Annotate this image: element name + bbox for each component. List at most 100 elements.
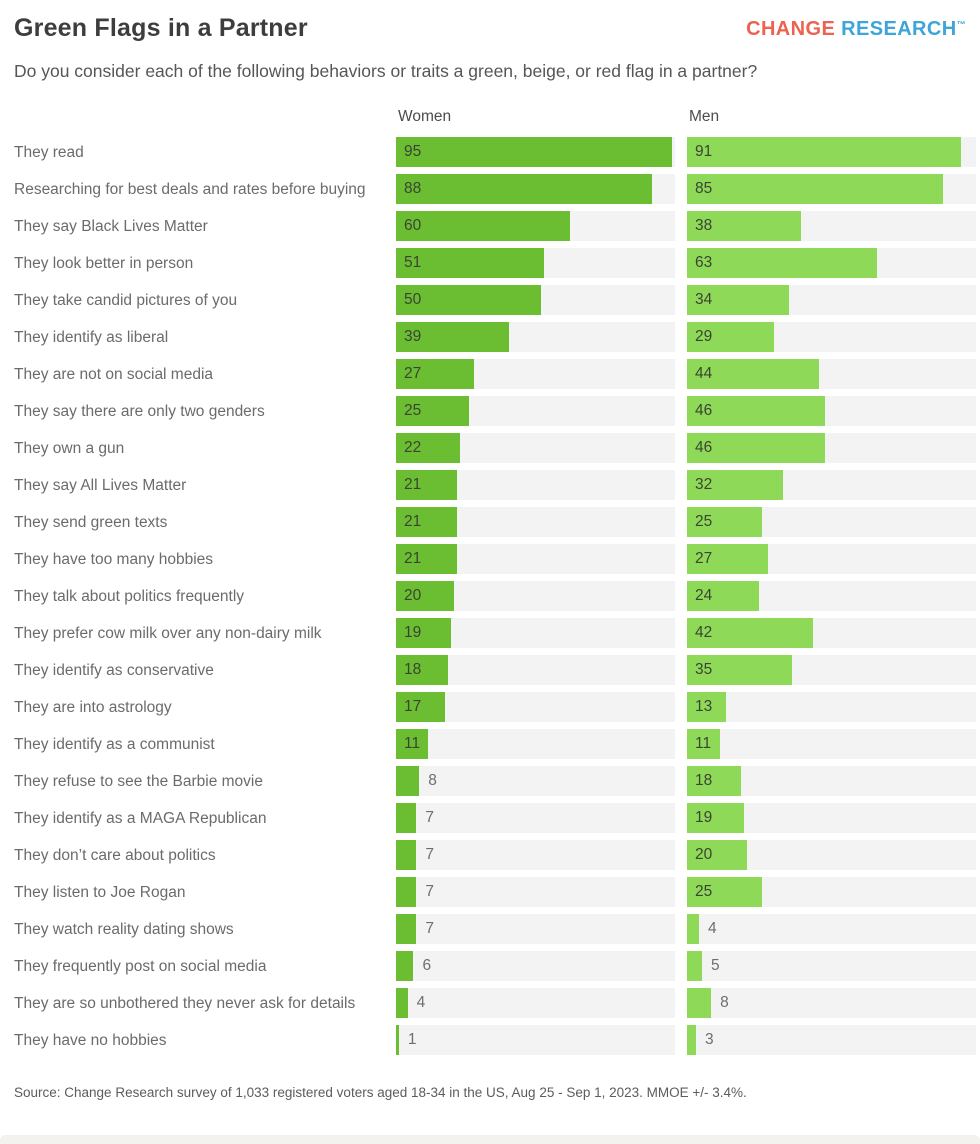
chart-row: They look better in person 51 63: [14, 245, 976, 282]
women-bar: [396, 322, 510, 353]
women-bar: [396, 507, 458, 538]
chart-row: They prefer cow milk over any non-dairy …: [14, 615, 976, 652]
men-bar-value: 46: [695, 439, 713, 457]
women-bar-value: 19: [404, 624, 422, 642]
row-label: Researching for best deals and rates bef…: [14, 180, 366, 198]
row-label: They have too many hobbies: [14, 550, 214, 568]
women-bar: [396, 396, 469, 427]
women-bar-track: 25: [396, 396, 675, 427]
women-bar-value: 4: [416, 994, 426, 1012]
men-bar: [687, 840, 748, 871]
chart-row: They have too many hobbies 21 27: [14, 541, 976, 578]
women-bar-value: 21: [404, 476, 422, 494]
men-bar-track: 5: [687, 951, 976, 982]
row-label: They look better in person: [14, 254, 194, 272]
men-bar-value: 3: [705, 1031, 714, 1049]
women-bar: [396, 1025, 399, 1056]
men-bar: [687, 729, 721, 760]
women-bar-track: 18: [396, 655, 675, 686]
women-bar-track: 21: [396, 507, 675, 538]
chart-row: They don’t care about politics 7 20: [14, 837, 976, 874]
women-bar-value: 7: [425, 920, 434, 938]
men-bar: [687, 803, 745, 834]
men-bar: [687, 322, 775, 353]
men-bar: [687, 211, 802, 242]
women-bar: [396, 951, 414, 982]
women-bar-value: 18: [404, 661, 422, 679]
chart-row: They identify as a MAGA Republican 7 19: [14, 800, 976, 837]
men-bar-value: 13: [695, 698, 713, 716]
row-label: They read: [14, 143, 84, 161]
women-bar-track: 60: [396, 211, 675, 242]
column-headers: Women Men: [14, 108, 976, 126]
chart-row: They identify as conservative 18 35: [14, 652, 976, 689]
men-bar-value: 46: [695, 402, 713, 420]
row-label: They listen to Joe Rogan: [14, 883, 186, 901]
chart-row: They identify as a communist 11 11: [14, 726, 976, 763]
row-label: They are so unbothered they never ask fo…: [14, 994, 356, 1012]
men-bar-track: 11: [687, 729, 976, 760]
row-label: They are into astrology: [14, 698, 172, 716]
women-bar: [396, 174, 652, 205]
men-bar: [687, 581, 760, 612]
women-bar-value: 27: [404, 365, 422, 383]
page: Green Flags in a Partner CHANGE RESEARCH…: [14, 14, 976, 1100]
women-bar: [396, 359, 475, 390]
chart-row: They say Black Lives Matter 60 38: [14, 208, 976, 245]
men-bar-value: 63: [695, 254, 713, 272]
women-bar: [396, 729, 428, 760]
chart-row: They are so unbothered they never ask fo…: [14, 985, 976, 1022]
women-bar: [396, 766, 420, 797]
men-bar: [687, 137, 961, 168]
women-bar-track: 4: [396, 988, 675, 1019]
women-bar-value: 11: [404, 735, 421, 753]
women-bar-track: 27: [396, 359, 675, 390]
women-bar-value: 6: [422, 957, 432, 975]
men-bar-track: 44: [687, 359, 976, 390]
women-bar-value: 95: [404, 143, 422, 161]
women-bar-track: 8: [396, 766, 675, 797]
men-bar-value: 35: [695, 661, 713, 679]
chart-row: They take candid pictures of you 50 34: [14, 282, 976, 319]
men-bar-track: 35: [687, 655, 976, 686]
men-bar-track: 85: [687, 174, 976, 205]
logo-change-text: CHANGE: [746, 18, 836, 40]
men-bar-value: 38: [695, 217, 713, 235]
chart-row: They say there are only two genders 25 4…: [14, 393, 976, 430]
men-bar-value: 8: [720, 994, 729, 1012]
row-label: They say Black Lives Matter: [14, 217, 208, 235]
row-label: They identify as conservative: [14, 661, 214, 679]
label-column-spacer: [14, 108, 396, 126]
women-bar-value: 22: [404, 439, 422, 457]
men-bar-track: 46: [687, 396, 976, 427]
men-bar-track: 19: [687, 803, 976, 834]
men-bar-value: 34: [695, 291, 713, 309]
women-bar-track: 17: [396, 692, 675, 723]
men-bar-track: 29: [687, 322, 976, 353]
men-bar: [687, 914, 700, 945]
men-bar: [687, 544, 769, 575]
men-bar: [687, 248, 877, 279]
men-bar-value: 44: [695, 365, 713, 383]
women-bar-value: 25: [404, 402, 422, 420]
men-bar-value: 18: [695, 772, 713, 790]
women-bar-track: 7: [396, 914, 675, 945]
row-label: They take candid pictures of you: [14, 291, 238, 309]
women-bar: [396, 581, 455, 612]
women-bar-value: 8: [428, 772, 437, 790]
row-label: They identify as a communist: [14, 735, 215, 753]
chart-row: They frequently post on social media 6 5: [14, 948, 976, 985]
chart-row: They listen to Joe Rogan 7 25: [14, 874, 976, 911]
chart-row: They send green texts 21 25: [14, 504, 976, 541]
women-bar-value: 7: [425, 809, 434, 827]
men-bar: [687, 174, 943, 205]
men-bar-track: 8: [687, 988, 976, 1019]
men-bar-track: 13: [687, 692, 976, 723]
women-bar-track: 21: [396, 544, 675, 575]
men-bar: [687, 988, 712, 1019]
chart-row: They read 95 91: [14, 134, 976, 171]
bottom-strip: [0, 1135, 980, 1144]
men-bar-track: 32: [687, 470, 976, 501]
women-bar-value: 20: [404, 587, 422, 605]
row-label: They identify as liberal: [14, 328, 169, 346]
